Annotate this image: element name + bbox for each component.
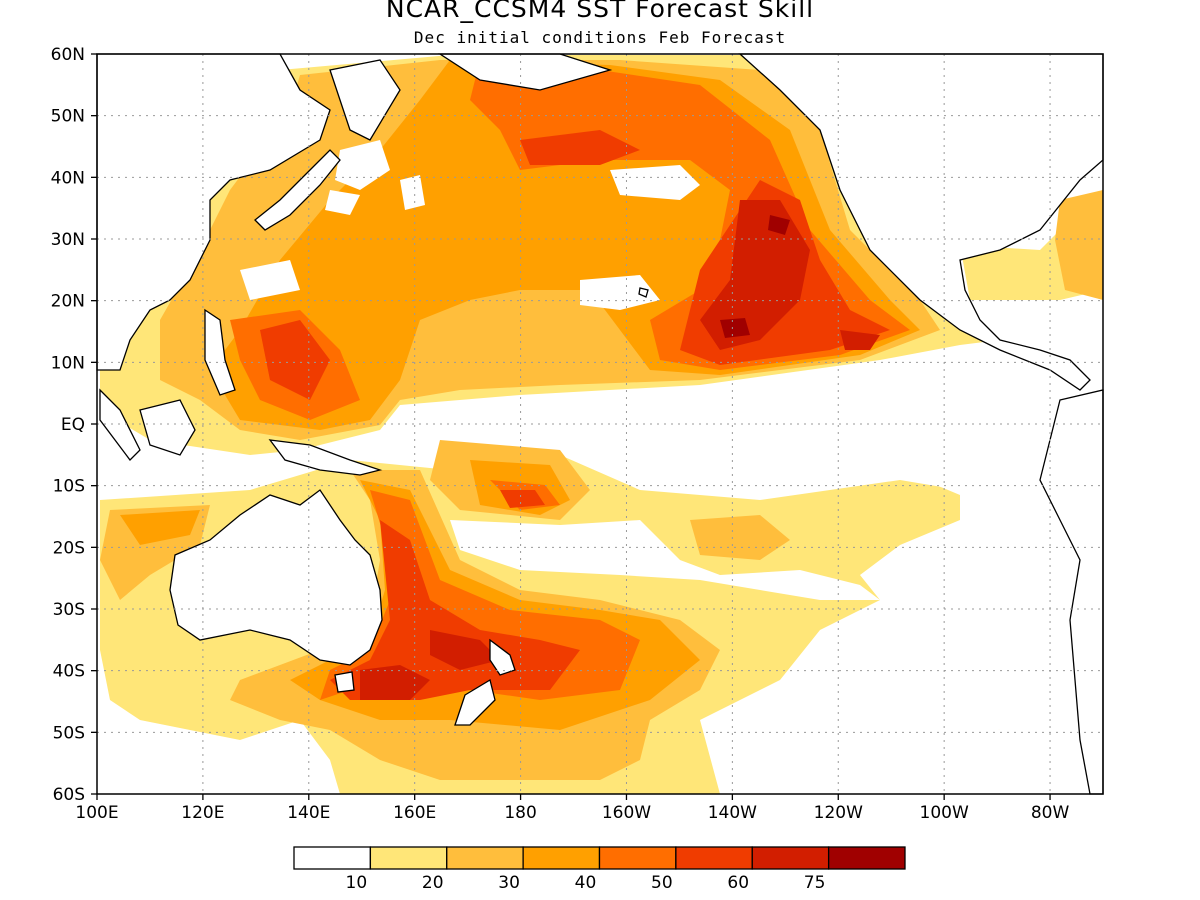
lat-label: 20N — [51, 292, 85, 312]
lon-label: 180 — [504, 803, 536, 823]
philippines-landmass — [204, 308, 236, 396]
lat-label: 30N — [51, 230, 85, 250]
latitude-axis: 60N 50N 40N 30N 20N 10N EQ 10S 20S 30S 40S 50S 60S — [51, 45, 97, 805]
new-zealand-south-landmass — [454, 678, 496, 726]
lat-label: 40S — [53, 662, 85, 682]
lat-label: 50N — [51, 107, 85, 127]
lat-label: 10S — [53, 477, 85, 497]
legend-label: 75 — [804, 873, 826, 893]
longitude-axis: 100E 120E 140E 160E 180 160W 140W 120W 100W 80W — [75, 794, 1069, 823]
japan-landmass — [254, 149, 341, 231]
lat-label: 20S — [53, 538, 85, 558]
lon-label: 160E — [393, 803, 436, 823]
legend-swatch — [598, 846, 677, 870]
lat-label: 50S — [53, 723, 85, 743]
legend-swatch — [446, 846, 524, 870]
lat-label: 60N — [51, 45, 85, 65]
chart-title: NCAR_CCSM4 SST Forecast Skill — [385, 0, 815, 23]
asia-mainland — [96, 53, 331, 371]
chart-subtitle: Dec initial conditions Feb Forecast — [413, 28, 787, 47]
lat-label: 30S — [53, 600, 85, 620]
legend-label: 10 — [346, 873, 368, 893]
borneo-landmass — [139, 399, 196, 456]
lon-label: 120W — [814, 803, 863, 823]
land-outlines — [96, 53, 1104, 795]
lon-label: 140E — [287, 803, 330, 823]
lon-label: 80W — [1031, 803, 1070, 823]
lon-label: 100E — [75, 803, 118, 823]
north-america-landmass — [738, 53, 1104, 391]
lon-label: 100W — [920, 803, 969, 823]
new-zealand-north-landmass — [489, 638, 516, 676]
skill-low-regions — [240, 140, 1103, 794]
skill-level-75 — [720, 215, 790, 338]
australia-landmass — [169, 489, 383, 666]
lat-label: EQ — [61, 415, 85, 435]
legend-swatch — [522, 846, 601, 870]
lon-label: 140W — [708, 803, 757, 823]
legend-label: 20 — [422, 873, 444, 893]
lat-label: 40N — [51, 168, 85, 188]
skill-level-60 — [360, 200, 880, 700]
legend-label: 60 — [727, 873, 749, 893]
lat-label: 10N — [51, 353, 85, 373]
legend-swatch — [751, 846, 830, 870]
grid-lines — [97, 54, 1103, 794]
sumatra-landmass — [99, 388, 141, 461]
tasmania-landmass — [334, 671, 355, 693]
new-guinea-landmass — [268, 439, 383, 476]
lat-label: 60S — [53, 785, 85, 805]
color-legend: 10 20 30 40 50 60 75 — [293, 846, 906, 893]
legend-label: 50 — [651, 873, 673, 893]
hawaii-island — [638, 287, 649, 298]
legend-swatch — [675, 846, 753, 870]
kamchatka-landmass — [329, 59, 401, 141]
legend-swatch — [293, 846, 372, 870]
lon-label: 120E — [181, 803, 224, 823]
legend-label: 30 — [498, 873, 520, 893]
legend-label: 40 — [575, 873, 597, 893]
lon-label: 160W — [602, 803, 651, 823]
legend-swatch — [369, 846, 448, 870]
legend-swatch — [827, 846, 906, 870]
